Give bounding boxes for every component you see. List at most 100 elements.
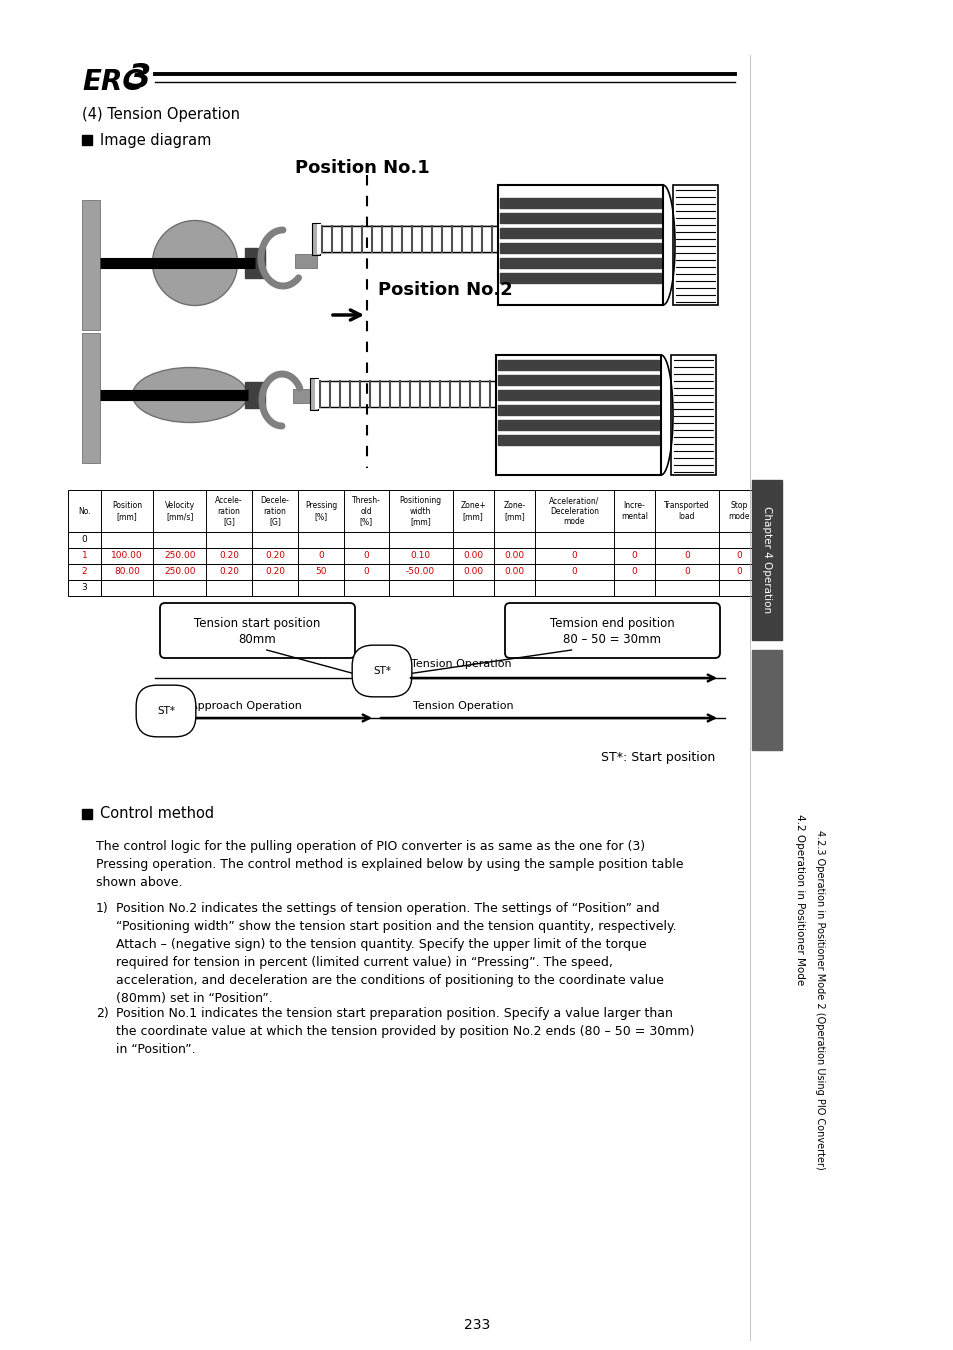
Bar	[314, 379, 318, 409]
Text: ST*: ST*	[157, 706, 174, 716]
Bar	[68, 564, 760, 580]
Bar	[82, 135, 91, 144]
Text: 50: 50	[315, 567, 327, 576]
Text: Temsion end position: Temsion end position	[550, 617, 674, 630]
Text: 2: 2	[82, 567, 87, 576]
Text: Positioning
width
[mm]: Positioning width [mm]	[399, 495, 441, 526]
Bar	[68, 490, 760, 532]
Bar	[310, 378, 317, 410]
Text: 0: 0	[631, 552, 637, 560]
Text: 80.00: 80.00	[114, 567, 140, 576]
Text: Approach Operation: Approach Operation	[190, 701, 301, 711]
Bar	[751, 481, 781, 640]
Bar	[316, 224, 320, 254]
FancyBboxPatch shape	[160, 603, 355, 657]
Text: Position
[mm]: Position [mm]	[112, 501, 142, 521]
Bar	[496, 355, 660, 475]
Text: 0.20: 0.20	[265, 552, 285, 560]
Bar	[293, 389, 314, 404]
Bar	[499, 198, 660, 208]
Text: ST*: ST*	[373, 666, 391, 676]
Text: The control logic for the pulling operation of PIO converter is as same as the o: The control logic for the pulling operat…	[96, 840, 682, 890]
Text: Position No.2 indicates the settings of tension operation. The settings of “Posi: Position No.2 indicates the settings of …	[116, 902, 676, 1004]
Bar	[672, 185, 718, 305]
Text: Control method: Control method	[100, 806, 213, 822]
Text: 0: 0	[571, 567, 577, 576]
Text: Zone-
[mm]: Zone- [mm]	[502, 501, 525, 521]
Bar	[68, 532, 760, 548]
Text: Tension Operation: Tension Operation	[413, 701, 513, 711]
Text: 80mm: 80mm	[238, 633, 276, 647]
Text: 0.20: 0.20	[219, 552, 239, 560]
Text: 80 – 50 = 30mm: 80 – 50 = 30mm	[563, 633, 660, 647]
Text: 0.10: 0.10	[410, 552, 430, 560]
Text: 0: 0	[631, 567, 637, 576]
Text: 0.00: 0.00	[462, 552, 483, 560]
Bar	[68, 548, 760, 564]
Text: (4) Tension Operation: (4) Tension Operation	[82, 108, 240, 123]
Text: Stop
mode: Stop mode	[728, 501, 749, 521]
Bar	[497, 390, 659, 400]
Bar	[82, 809, 91, 819]
Text: ERC: ERC	[82, 68, 143, 96]
Text: 3: 3	[128, 62, 152, 95]
Text: 3: 3	[81, 583, 88, 593]
Text: Transported
load: Transported load	[663, 501, 709, 521]
Bar	[245, 382, 265, 408]
Text: 1: 1	[81, 552, 88, 560]
Text: 100.00: 100.00	[112, 552, 143, 560]
Text: 4.2.3 Operation in Positioner Mode 2 (Operation Using PIO Converter): 4.2.3 Operation in Positioner Mode 2 (Op…	[814, 830, 824, 1170]
Text: Decele-
ration
[G]: Decele- ration [G]	[260, 495, 290, 526]
Text: 1): 1)	[96, 902, 109, 915]
Bar	[68, 580, 760, 595]
Text: 0: 0	[363, 567, 369, 576]
Bar	[317, 225, 497, 252]
Text: Tension Operation: Tension Operation	[411, 659, 511, 670]
Bar	[499, 258, 660, 269]
Text: 250.00: 250.00	[164, 552, 195, 560]
Bar	[499, 273, 660, 284]
Text: 0: 0	[683, 567, 689, 576]
Bar	[497, 375, 659, 385]
Bar	[499, 228, 660, 238]
Bar	[294, 254, 316, 269]
Bar	[497, 435, 659, 446]
Text: Position No.1 indicates the tension start preparation position. Specify a value : Position No.1 indicates the tension star…	[116, 1007, 694, 1056]
Bar	[315, 381, 496, 406]
Bar	[497, 360, 659, 370]
Text: Acceleration/
Deceleration
mode: Acceleration/ Deceleration mode	[549, 495, 598, 526]
Bar	[670, 355, 716, 475]
Bar	[82, 200, 100, 329]
Text: Thresh-
old
[%]: Thresh- old [%]	[352, 495, 380, 526]
Text: 4.2 Operation in Positioner Mode: 4.2 Operation in Positioner Mode	[794, 814, 804, 986]
Text: No.: No.	[78, 506, 91, 516]
Text: 0: 0	[736, 567, 741, 576]
Bar	[82, 333, 100, 463]
Text: 233: 233	[463, 1318, 490, 1332]
Text: 2): 2)	[96, 1007, 109, 1021]
Text: Pressing
[%]: Pressing [%]	[305, 501, 337, 521]
Bar	[317, 225, 497, 252]
Bar	[499, 243, 660, 252]
Text: 0: 0	[736, 552, 741, 560]
Text: 0: 0	[683, 552, 689, 560]
Text: 0.20: 0.20	[219, 567, 239, 576]
Text: 0.00: 0.00	[504, 552, 524, 560]
Text: -50.00: -50.00	[406, 567, 435, 576]
Text: Velocity
[mm/s]: Velocity [mm/s]	[165, 501, 194, 521]
Text: Tension start position: Tension start position	[194, 617, 320, 630]
Text: 0: 0	[81, 536, 88, 544]
Text: Image diagram: Image diagram	[100, 132, 212, 147]
Text: Position No.2: Position No.2	[377, 281, 512, 298]
Text: 0.00: 0.00	[504, 567, 524, 576]
Text: 0.00: 0.00	[462, 567, 483, 576]
Text: Accele-
ration
[G]: Accele- ration [G]	[215, 495, 243, 526]
Ellipse shape	[152, 220, 237, 305]
Text: Zone+
[mm]: Zone+ [mm]	[459, 501, 485, 521]
Bar	[245, 248, 265, 278]
Text: Incre-
mental: Incre- mental	[620, 501, 647, 521]
Text: Chapter 4 Operation: Chapter 4 Operation	[761, 506, 771, 613]
Text: 250.00: 250.00	[164, 567, 195, 576]
Text: 0: 0	[363, 552, 369, 560]
Bar	[312, 223, 319, 255]
